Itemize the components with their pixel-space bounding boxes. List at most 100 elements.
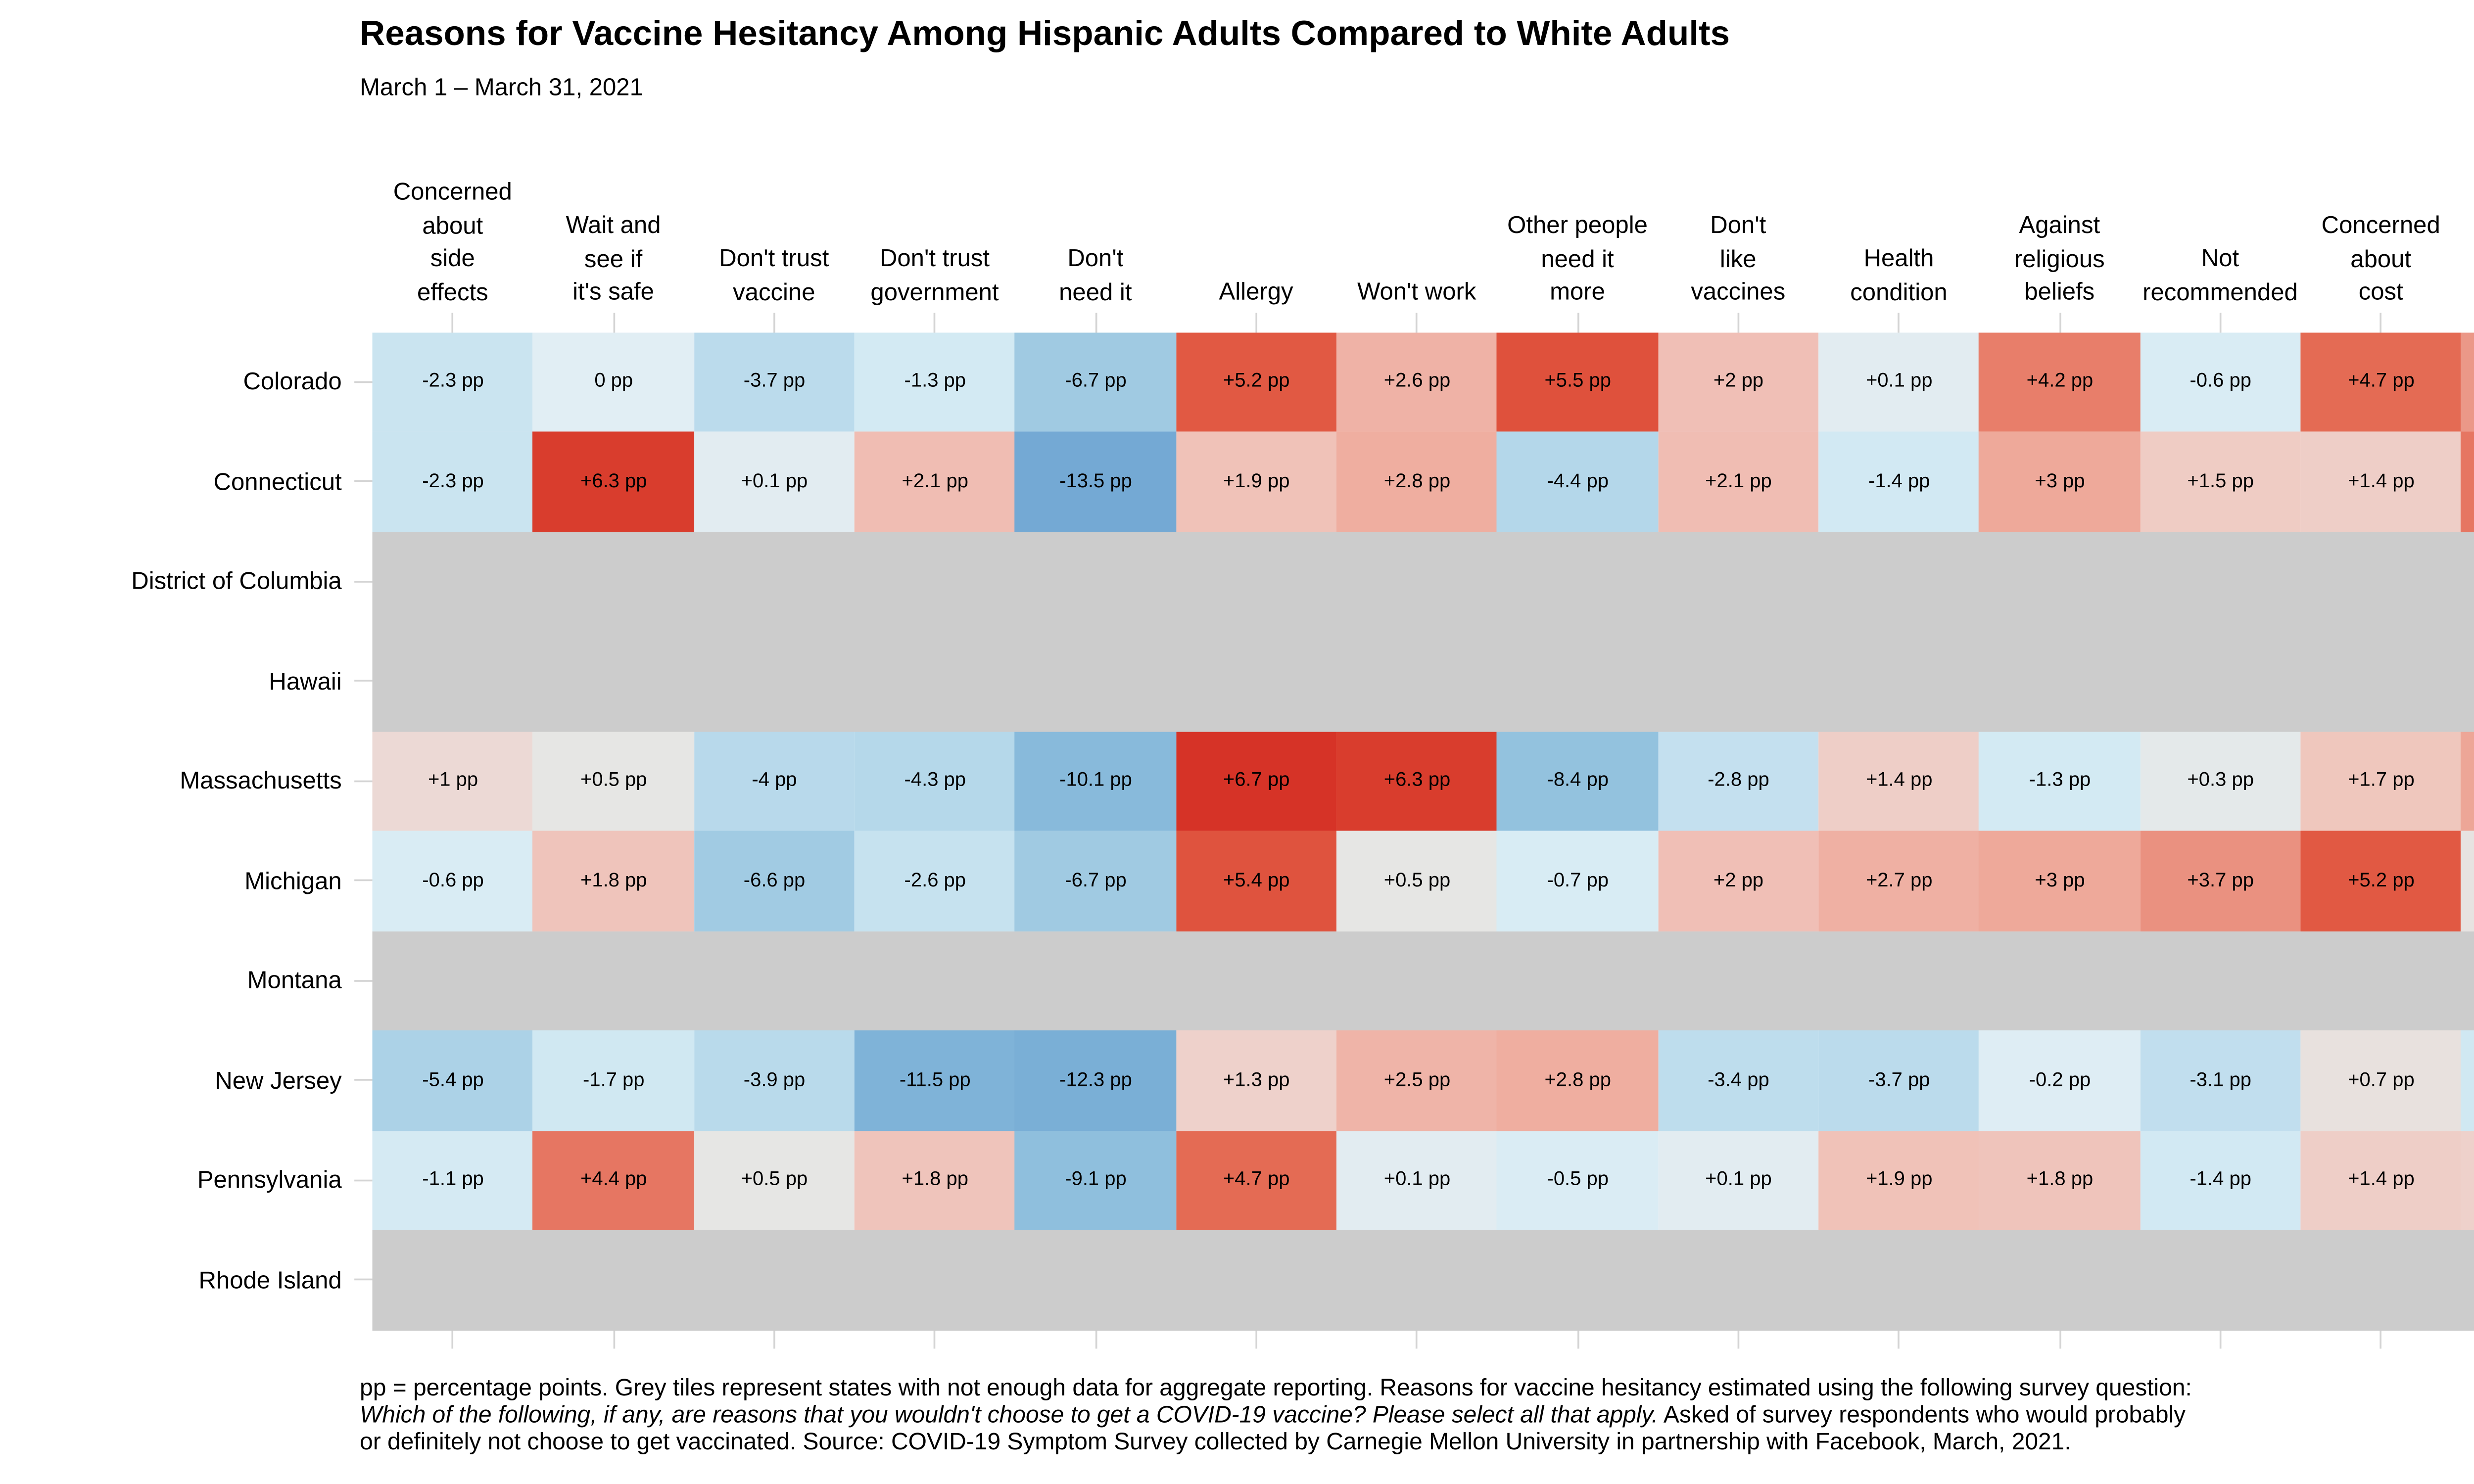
axis-tick bbox=[353, 580, 373, 582]
heatmap-cell: +4.4 pp bbox=[2461, 431, 2474, 532]
axis-tick bbox=[353, 1079, 373, 1081]
heatmap-cell: -0.6 pp bbox=[2140, 331, 2301, 432]
row-label: Rhode Island bbox=[198, 1266, 342, 1294]
heatmap-cell: +0.3 pp bbox=[2140, 731, 2301, 832]
heatmap-cell: +1.4 pp bbox=[2300, 1130, 2462, 1231]
heatmap-cell: +6.3 pp bbox=[533, 431, 695, 532]
heatmap-cell: -0.7 pp bbox=[1497, 831, 1659, 931]
heatmap-cell: -1.7 pp bbox=[533, 1030, 695, 1131]
row-label: Massachusetts bbox=[180, 767, 342, 794]
column-header: Pregnancy bbox=[2433, 276, 2474, 309]
heatmap-cell: +0.5 pp bbox=[693, 1130, 856, 1231]
heatmap-cell: -10.1 pp bbox=[1015, 731, 1177, 832]
column-header: Not recommended bbox=[2142, 244, 2298, 305]
axis-tick bbox=[353, 780, 373, 782]
column-header: Don't like vaccines bbox=[1691, 211, 1786, 305]
column-header: Wait and see if it's safe bbox=[566, 211, 661, 305]
heatmap-cell: -1.7 pp bbox=[2461, 1030, 2474, 1131]
axis-tick bbox=[1416, 313, 1418, 332]
row-label: Colorado bbox=[243, 368, 342, 395]
column-header: Don't trust government bbox=[870, 244, 999, 305]
footnote-text: pp = percentage points. Grey tiles repre… bbox=[360, 1374, 2192, 1401]
heatmap-cell: +1.7 pp bbox=[2300, 731, 2462, 832]
axis-tick bbox=[773, 313, 775, 332]
heatmap-cell: +0.6 pp bbox=[2461, 831, 2474, 931]
axis-tick bbox=[1898, 313, 1900, 332]
heatmap-cell: -9.1 pp bbox=[1015, 1130, 1177, 1231]
footnote: pp = percentage points. Grey tiles repre… bbox=[360, 1374, 2192, 1455]
axis-tick bbox=[2219, 1330, 2221, 1349]
axis-tick bbox=[1255, 313, 1257, 332]
heatmap-cell: +6.3 pp bbox=[1336, 731, 1498, 832]
heatmap-cell: +6.7 pp bbox=[1176, 731, 1337, 832]
axis-tick bbox=[612, 313, 615, 332]
missing-row-band bbox=[372, 1230, 2474, 1331]
axis-tick bbox=[452, 1330, 454, 1349]
heatmap-cell: -6.7 pp bbox=[1015, 331, 1177, 432]
axis-tick bbox=[2379, 1330, 2382, 1349]
heatmap-cell: -2.6 pp bbox=[854, 831, 1016, 931]
heatmap-cell: +1.4 pp bbox=[1818, 731, 1980, 832]
heatmap-cell: +5.4 pp bbox=[1176, 831, 1337, 931]
axis-tick bbox=[452, 313, 454, 332]
heatmap-cell: -2.3 pp bbox=[372, 331, 534, 432]
heatmap-cell: +0.1 pp bbox=[1818, 331, 1980, 432]
heatmap-cell: -5.4 pp bbox=[372, 1030, 534, 1131]
axis-tick bbox=[353, 680, 373, 682]
axis-tick bbox=[2219, 313, 2221, 332]
heatmap-cell: +0.7 pp bbox=[2300, 1030, 2462, 1131]
row-label: Montana bbox=[247, 967, 342, 994]
heatmap-cell: +0.1 pp bbox=[1336, 1130, 1498, 1231]
footnote-text: or definitely not choose to get vaccinat… bbox=[360, 1427, 2071, 1454]
row-label: District of Columbia bbox=[131, 567, 342, 595]
axis-tick bbox=[1255, 1330, 1257, 1349]
heatmap-cell: 0 pp bbox=[533, 331, 695, 432]
heatmap-cell: -3.4 pp bbox=[1658, 1030, 1819, 1131]
heatmap-cell: +1.9 pp bbox=[1818, 1130, 1980, 1231]
column-header: Concerned about side effects bbox=[393, 178, 512, 305]
heatmap-cell: +4.7 pp bbox=[1176, 1130, 1337, 1231]
heatmap-cell: +0.1 pp bbox=[1658, 1130, 1819, 1231]
column-header: Don't need it bbox=[1059, 244, 1132, 305]
footnote-line: Which of the following, if any, are reas… bbox=[360, 1400, 2192, 1429]
heatmap-cell: +2.8 pp bbox=[1336, 431, 1498, 532]
heatmap-cell: -12.3 pp bbox=[1015, 1030, 1177, 1131]
axis-tick bbox=[1898, 1330, 1900, 1349]
heatmap-cell: -3.9 pp bbox=[693, 1030, 856, 1131]
heatmap-cell: -0.5 pp bbox=[1497, 1130, 1659, 1231]
axis-tick bbox=[353, 880, 373, 882]
axis-tick bbox=[2058, 313, 2061, 332]
heatmap-cell: +0.5 pp bbox=[533, 731, 695, 832]
axis-tick bbox=[1576, 1330, 1578, 1349]
heatmap-cell: -0.6 pp bbox=[372, 831, 534, 931]
footnote-survey-question: Which of the following, if any, are reas… bbox=[360, 1400, 1659, 1428]
heatmap-cell: +3.7 pp bbox=[2140, 831, 2301, 931]
heatmap-cell: -3.1 pp bbox=[2140, 1030, 2301, 1131]
heatmap-cell: +3 pp bbox=[1979, 831, 2141, 931]
heatmap-cell: +1.8 pp bbox=[854, 1130, 1016, 1231]
axis-tick bbox=[612, 1330, 615, 1349]
heatmap-cell: -1.1 pp bbox=[372, 1130, 534, 1231]
axis-tick bbox=[934, 313, 936, 332]
heatmap-cell: +2 pp bbox=[1658, 831, 1819, 931]
heatmap-cell: +1.4 pp bbox=[2300, 431, 2462, 532]
heatmap-cell: +3.1 pp bbox=[2461, 731, 2474, 832]
heatmap-cell: +2.8 pp bbox=[1497, 1030, 1659, 1131]
column-header: Other people need it more bbox=[1507, 211, 1648, 305]
column-header: Won't work bbox=[1357, 278, 1476, 305]
axis-tick bbox=[1737, 313, 1739, 332]
row-label: New Jersey bbox=[215, 1067, 342, 1094]
heatmap-cell: +1 pp bbox=[372, 731, 534, 832]
heatmap-cell: -8.4 pp bbox=[1497, 731, 1659, 832]
missing-row-band bbox=[372, 631, 2474, 732]
heatmap-cell: +2.7 pp bbox=[1818, 831, 1980, 931]
heatmap-cell: +5.5 pp bbox=[1497, 331, 1659, 432]
heatmap-cell: -6.6 pp bbox=[693, 831, 856, 931]
heatmap-cell: +2 pp bbox=[1658, 331, 1819, 432]
row-label: Connecticut bbox=[213, 468, 342, 495]
row-label: Pennsylvania bbox=[197, 1166, 342, 1194]
column-header: Health condition bbox=[1850, 244, 1948, 305]
heatmap-cell: -11.5 pp bbox=[854, 1030, 1016, 1131]
heatmap-cell: +1.8 pp bbox=[533, 831, 695, 931]
